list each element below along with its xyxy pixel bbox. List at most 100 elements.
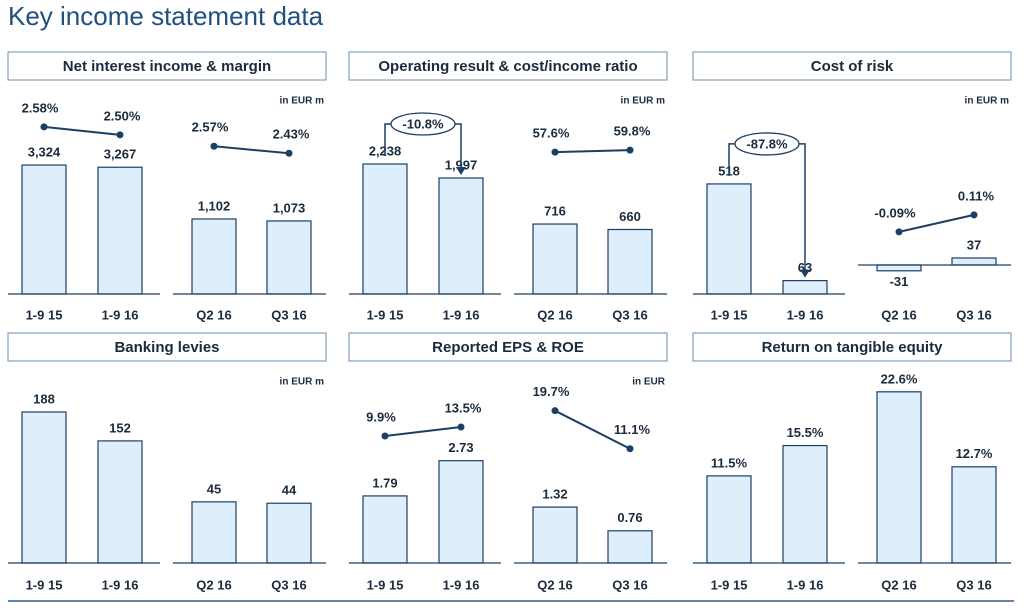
value-label: 1,073 — [273, 200, 306, 215]
ratio-line — [43, 125, 121, 136]
value-label: 45 — [207, 481, 221, 496]
category-label: 1-9 16 — [787, 577, 824, 592]
bar — [782, 280, 828, 295]
category-label: Q3 16 — [956, 307, 991, 322]
value-label: 22.6% — [881, 371, 918, 386]
category-label: Q2 16 — [881, 577, 916, 592]
bar — [951, 257, 997, 266]
category-label: Q2 16 — [537, 577, 572, 592]
slide-title: Key income statement data — [8, 1, 324, 31]
value-label: 1.79 — [372, 475, 397, 490]
bar — [21, 164, 67, 295]
ratio-label: 19.7% — [533, 384, 570, 399]
bar — [876, 391, 922, 564]
unit-label: in EUR — [632, 377, 666, 388]
ratio-dot — [626, 445, 634, 453]
bar — [21, 411, 67, 564]
ratio-line — [384, 426, 462, 437]
panel-title: Net interest income & margin — [63, 58, 271, 75]
category-label: Q2 16 — [196, 307, 231, 322]
ratio-dot — [210, 142, 218, 150]
value-label: 37 — [967, 237, 981, 252]
category-label: Q3 16 — [956, 577, 991, 592]
bar — [97, 440, 143, 564]
change-bubble — [734, 132, 800, 156]
ratio-dot — [970, 211, 978, 219]
category-label: Q3 16 — [271, 307, 306, 322]
bar — [191, 218, 237, 295]
value-label: 0.76 — [617, 510, 642, 525]
bar — [191, 501, 237, 564]
value-label: 1.32 — [542, 486, 567, 501]
bar — [607, 228, 653, 295]
ratio-line — [554, 149, 631, 154]
unit-label: in EUR m — [280, 96, 325, 107]
change-arrow — [456, 167, 466, 176]
category-label: Q2 16 — [196, 577, 231, 592]
value-label: 1,102 — [198, 198, 231, 213]
panel-header — [348, 51, 668, 81]
category-label: 1-9 15 — [711, 577, 748, 592]
panel-title: Return on tangible equity — [762, 339, 943, 356]
bar — [362, 163, 408, 295]
value-label: 15.5% — [787, 425, 824, 440]
bar — [97, 166, 143, 295]
value-label: 716 — [544, 203, 566, 218]
category-label: 1-9 15 — [26, 307, 63, 322]
value-label: 44 — [282, 483, 297, 498]
category-label: Q3 16 — [271, 577, 306, 592]
panel-title: Banking levies — [114, 339, 219, 356]
panel-title: Cost of risk — [811, 58, 894, 75]
panel-header — [7, 51, 327, 81]
ratio-line — [554, 409, 631, 450]
ratio-dot — [457, 423, 465, 431]
ratio-label: 13.5% — [445, 400, 482, 415]
category-label: 1-9 15 — [367, 577, 404, 592]
ratio-label: 57.6% — [533, 126, 570, 141]
change-bubble — [390, 112, 456, 136]
value-label: 2.73 — [448, 440, 473, 455]
bar — [438, 460, 484, 564]
ratio-dot — [40, 123, 48, 131]
unit-label: in EUR m — [621, 96, 666, 107]
bar — [706, 475, 752, 564]
category-label: Q2 16 — [537, 307, 572, 322]
category-label: 1-9 15 — [367, 307, 404, 322]
ratio-dot — [116, 131, 124, 139]
ratio-label: 2.43% — [273, 127, 310, 142]
value-label: -31 — [890, 274, 909, 289]
category-label: 1-9 16 — [787, 307, 824, 322]
category-label: 1-9 16 — [443, 307, 480, 322]
panel-header — [692, 332, 1012, 362]
value-label: 660 — [619, 209, 641, 224]
ratio-line — [213, 145, 290, 155]
bar — [782, 444, 828, 564]
bar — [607, 530, 653, 564]
ratio-label: 2.50% — [104, 108, 141, 123]
category-label: 1-9 15 — [26, 577, 63, 592]
ratio-dot — [551, 407, 559, 415]
value-label: 12.7% — [956, 446, 993, 461]
bar — [706, 183, 752, 295]
bar — [532, 506, 578, 564]
panel-title: Operating result & cost/income ratio — [378, 58, 637, 75]
category-label: 1-9 16 — [443, 577, 480, 592]
bar — [266, 502, 312, 564]
bar — [532, 223, 578, 295]
value-label: 152 — [109, 420, 131, 435]
bar — [438, 177, 484, 295]
ratio-dot — [895, 228, 903, 236]
category-label: 1-9 16 — [102, 577, 139, 592]
ratio-dot — [285, 149, 293, 157]
value-label: 3,267 — [104, 147, 137, 162]
ratio-dot — [381, 432, 389, 440]
panel-header — [7, 332, 327, 362]
panel-title: Reported EPS & ROE — [432, 339, 584, 356]
ratio-label: -0.09% — [874, 205, 916, 220]
unit-label: in EUR m — [280, 377, 325, 388]
category-label: Q2 16 — [881, 307, 916, 322]
change-label: -87.8% — [746, 136, 788, 151]
bar — [266, 220, 312, 295]
ratio-line — [898, 213, 975, 233]
